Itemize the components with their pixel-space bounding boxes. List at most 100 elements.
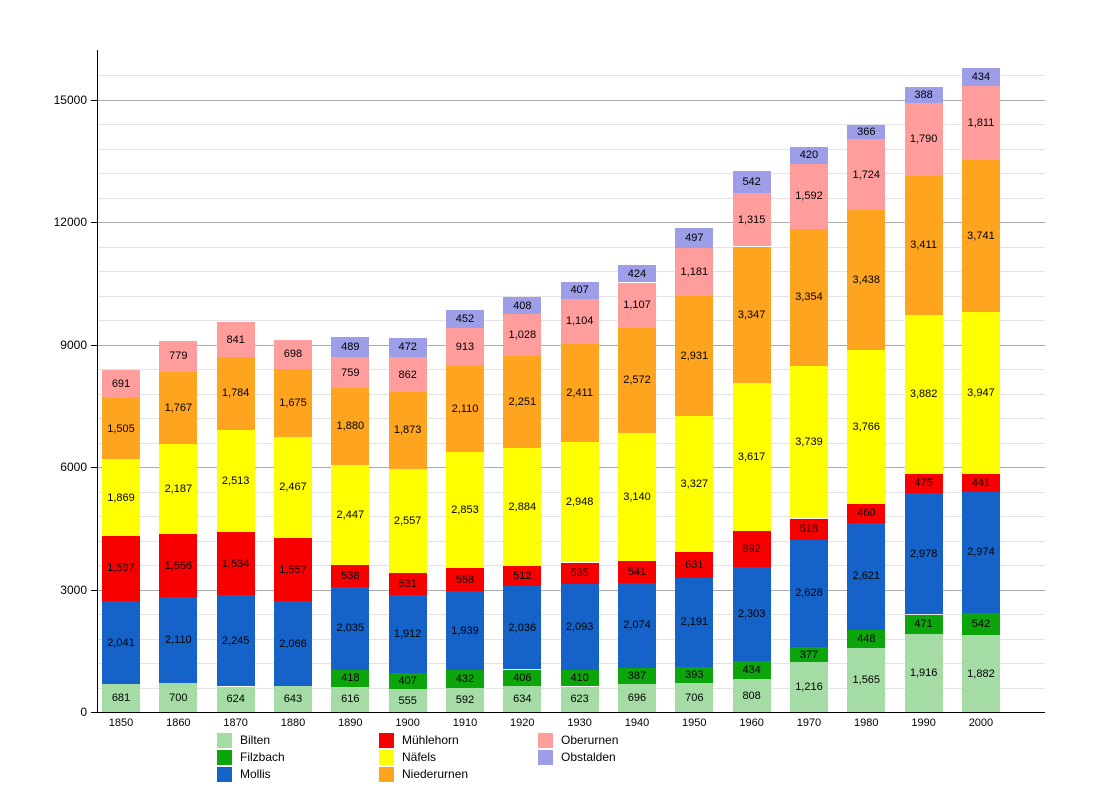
x-axis-tick-label: 1870: [223, 717, 248, 729]
y-axis-tick: [91, 589, 97, 591]
segment-value-label: 759: [341, 366, 360, 379]
bar-segment-bilten-1860: [159, 683, 198, 712]
segment-value-label: 3,741: [967, 230, 995, 242]
segment-value-label: 706: [685, 691, 704, 704]
bar-segment-mollis-1900: [388, 594, 427, 673]
segment-value-label: 698: [283, 348, 303, 361]
bar-segment-mühlehorn-1980: [847, 504, 886, 523]
bar-segment-obstalden-1910: [446, 309, 484, 329]
segment-value-label: 1,107: [623, 299, 651, 312]
bar-segment-mollis-1920: [503, 586, 542, 670]
segment-value-label: 1,675: [279, 396, 307, 409]
segment-value-label: 441: [971, 476, 991, 489]
segment-value-label: 2,187: [164, 483, 193, 496]
segment-value-label: 366: [857, 126, 876, 138]
bar-segment-näfels-1890: [331, 464, 370, 565]
x-axis-tick-label: 1970: [796, 717, 822, 729]
bar-segment-obstalden-1940: [618, 265, 656, 283]
segment-value-label: 472: [398, 341, 417, 354]
bar-segment-oberurnen-1850: [102, 369, 140, 398]
bar-segment-näfels-1910: [446, 451, 484, 569]
segment-value-label: 2,974: [967, 546, 995, 559]
segment-value-label: 2,557: [393, 514, 422, 527]
segment-value-label: 2,074: [623, 619, 651, 632]
bar-segment-oberurnen-1900: [388, 356, 427, 393]
segment-value-label: 538: [341, 569, 360, 582]
y-axis-tick-label: 9000: [60, 337, 87, 352]
segment-value-label: 407: [398, 675, 417, 687]
segment-value-label: 460: [857, 507, 876, 520]
segment-value-label: 2,978: [909, 547, 938, 560]
segment-value-label: 2,036: [508, 622, 537, 634]
segment-value-label: 1,556: [164, 559, 193, 572]
bar-segment-filzbach-1890: [331, 669, 370, 687]
bar-segment-niederurnen-1930: [560, 343, 599, 443]
minor-gridline: [97, 148, 1045, 150]
bar-segment-obstalden-1890: [331, 337, 370, 358]
segment-value-label: 418: [341, 672, 360, 685]
bar-segment-oberurnen-1860: [159, 340, 198, 373]
bar-segment-näfels-1990: [904, 315, 943, 474]
x-axis-tick-label: 1850: [108, 717, 134, 729]
bar-segment-filzbach-1920: [503, 669, 542, 687]
segment-value-label: 1,790: [909, 133, 938, 146]
segment-value-label: 497: [685, 232, 704, 244]
bar-segment-bilten-1980: [847, 648, 886, 712]
bar-segment-oberurnen-1960: [732, 192, 771, 247]
segment-value-label: 1,565: [852, 674, 881, 686]
segment-value-label: 471: [914, 618, 933, 631]
bar-segment-näfels-1870: [216, 429, 255, 533]
segment-value-label: 892: [742, 543, 761, 555]
bar-segment-filzbach-1960: [732, 661, 771, 679]
segment-value-label: 691: [111, 377, 131, 390]
segment-value-label: 407: [570, 284, 589, 297]
legend-swatch-mühlehorn: [379, 733, 394, 748]
segment-value-label: 616: [341, 693, 360, 706]
segment-value-label: 631: [685, 558, 704, 571]
segment-value-label: 2,303: [737, 608, 766, 621]
bar-segment-filzbach-1940: [618, 667, 656, 684]
segment-value-label: 3,766: [852, 421, 881, 434]
x-axis-tick-label: 1910: [452, 717, 478, 729]
x-axis-tick-label: 1980: [854, 717, 879, 729]
bar-segment-bilten-1990: [904, 633, 943, 712]
bar-segment-mollis-1870: [216, 594, 255, 687]
bar-segment-niederurnen-1940: [618, 327, 656, 433]
bar-segment-mühlehorn-2000: [961, 473, 1000, 492]
segment-value-label: 541: [627, 566, 647, 578]
y-axis-tick: [91, 222, 97, 223]
x-axis-tick-label: 1940: [624, 717, 650, 729]
segment-value-label: 1,216: [795, 681, 823, 694]
segment-value-label: 1,724: [852, 168, 881, 181]
x-axis-tick-label: 1860: [166, 717, 191, 729]
segment-value-label: 406: [513, 671, 532, 684]
segment-value-label: 3,438: [852, 274, 881, 286]
bar-segment-mühlehorn-1870: [216, 532, 255, 595]
segment-value-label: 1,557: [279, 563, 307, 576]
bar-segment-obstalden-1930: [560, 282, 599, 299]
x-axis-line: [91, 712, 1045, 713]
bar-segment-mühlehorn-1890: [331, 564, 370, 587]
segment-value-label: 1,104: [565, 315, 594, 328]
segment-value-label: 1,784: [221, 387, 250, 400]
minor-gridline: [97, 124, 1045, 125]
segment-value-label: 387: [627, 669, 647, 682]
segment-value-label: 1,181: [680, 266, 709, 279]
bar-segment-niederurnen-2000: [961, 159, 1000, 313]
y-axis-tick: [91, 344, 97, 346]
bar-segment-obstalden-1960: [732, 170, 771, 193]
segment-value-label: 1,597: [107, 562, 135, 575]
bar-segment-filzbach-1950: [675, 667, 714, 684]
bar-segment-mollis-1880: [274, 601, 312, 686]
segment-value-label: 779: [169, 350, 188, 363]
bar-segment-mühlehorn-1860: [159, 533, 198, 598]
bar-segment-bilten-1920: [503, 686, 542, 712]
major-gridline: [97, 222, 1045, 223]
minor-gridline: [97, 75, 1045, 76]
x-axis-tick-label: 1890: [338, 717, 363, 729]
bar-segment-näfels-1980: [847, 350, 886, 504]
bar-segment-bilten-1900: [388, 689, 427, 712]
bar-segment-bilten-1890: [331, 686, 370, 712]
bar-segment-oberurnen-1910: [446, 328, 484, 366]
bar-segment-oberurnen-1950: [675, 248, 714, 297]
